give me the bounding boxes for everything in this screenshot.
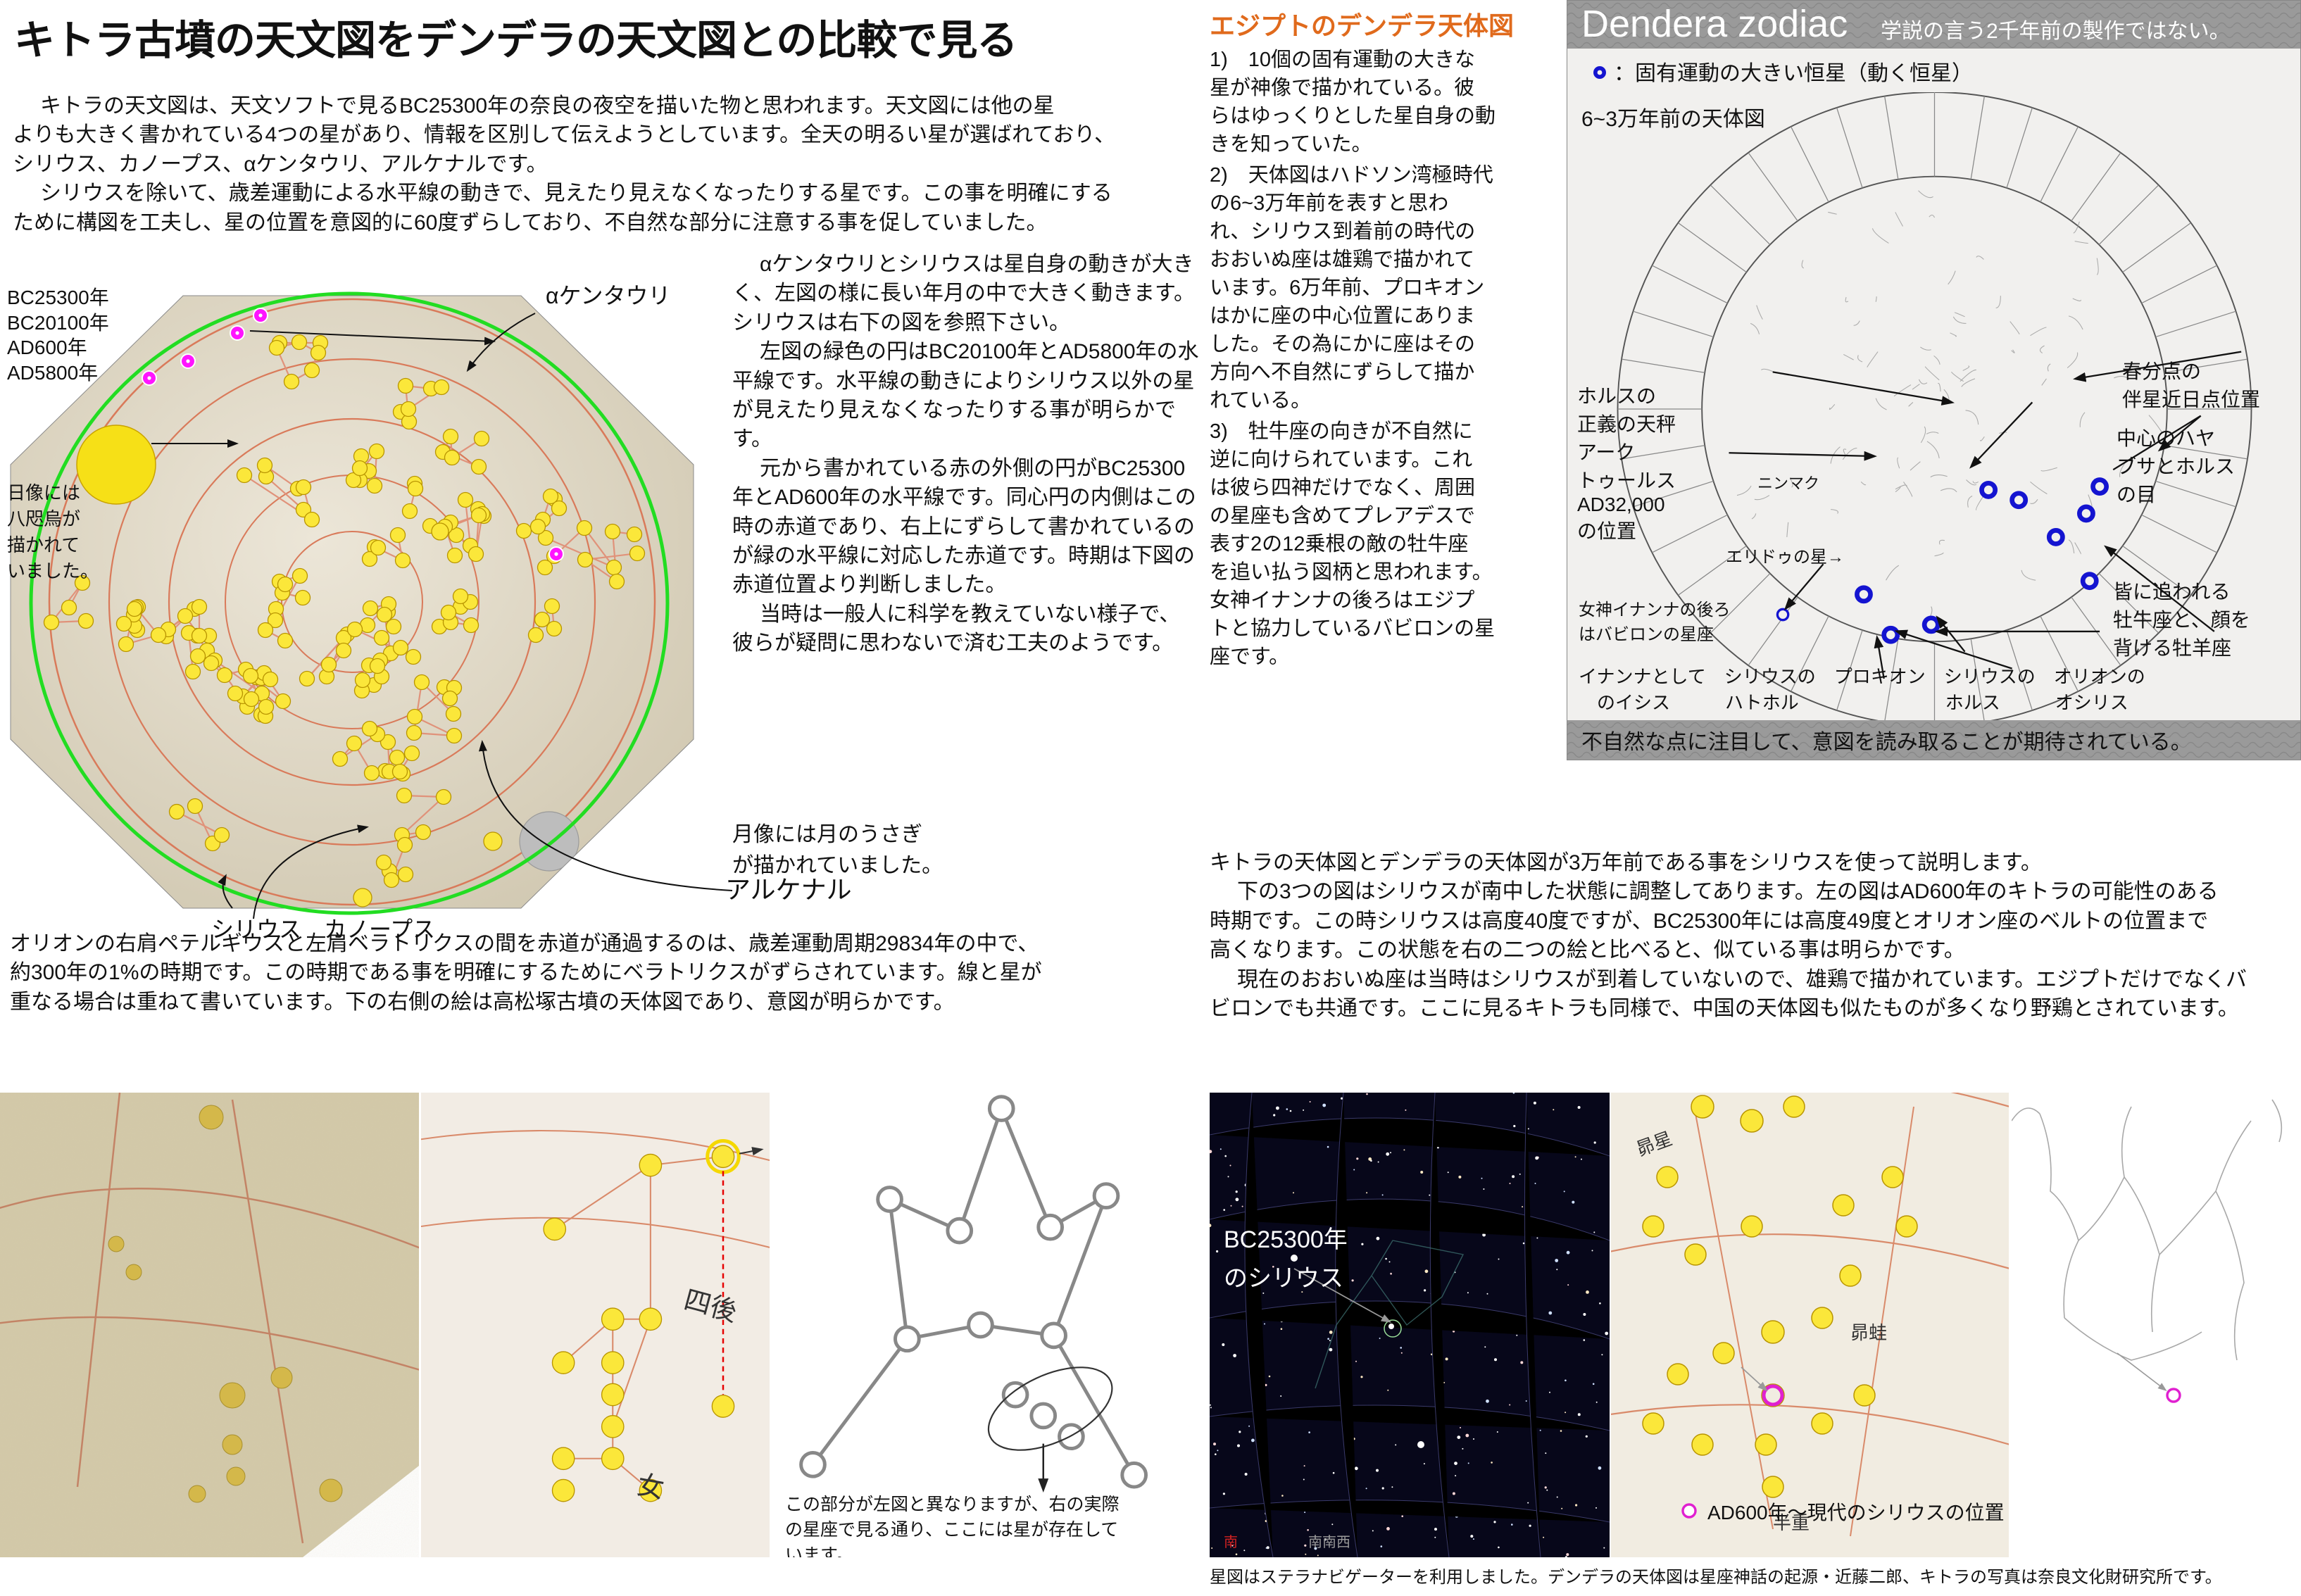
- svg-text:昴星: 昴星: [1634, 1129, 1675, 1160]
- svg-text:四後: 四後: [681, 1285, 740, 1327]
- svg-text:のシリウス: のシリウス: [1224, 1265, 1343, 1292]
- svg-text:南: 南: [1224, 1534, 1238, 1550]
- svg-text:BC25300年: BC25300年: [1224, 1226, 1348, 1253]
- svg-text:女: 女: [635, 1471, 667, 1504]
- svg-text:南南西: 南南西: [1308, 1534, 1350, 1550]
- svg-text:昴蛙: 昴蛙: [1850, 1323, 1887, 1343]
